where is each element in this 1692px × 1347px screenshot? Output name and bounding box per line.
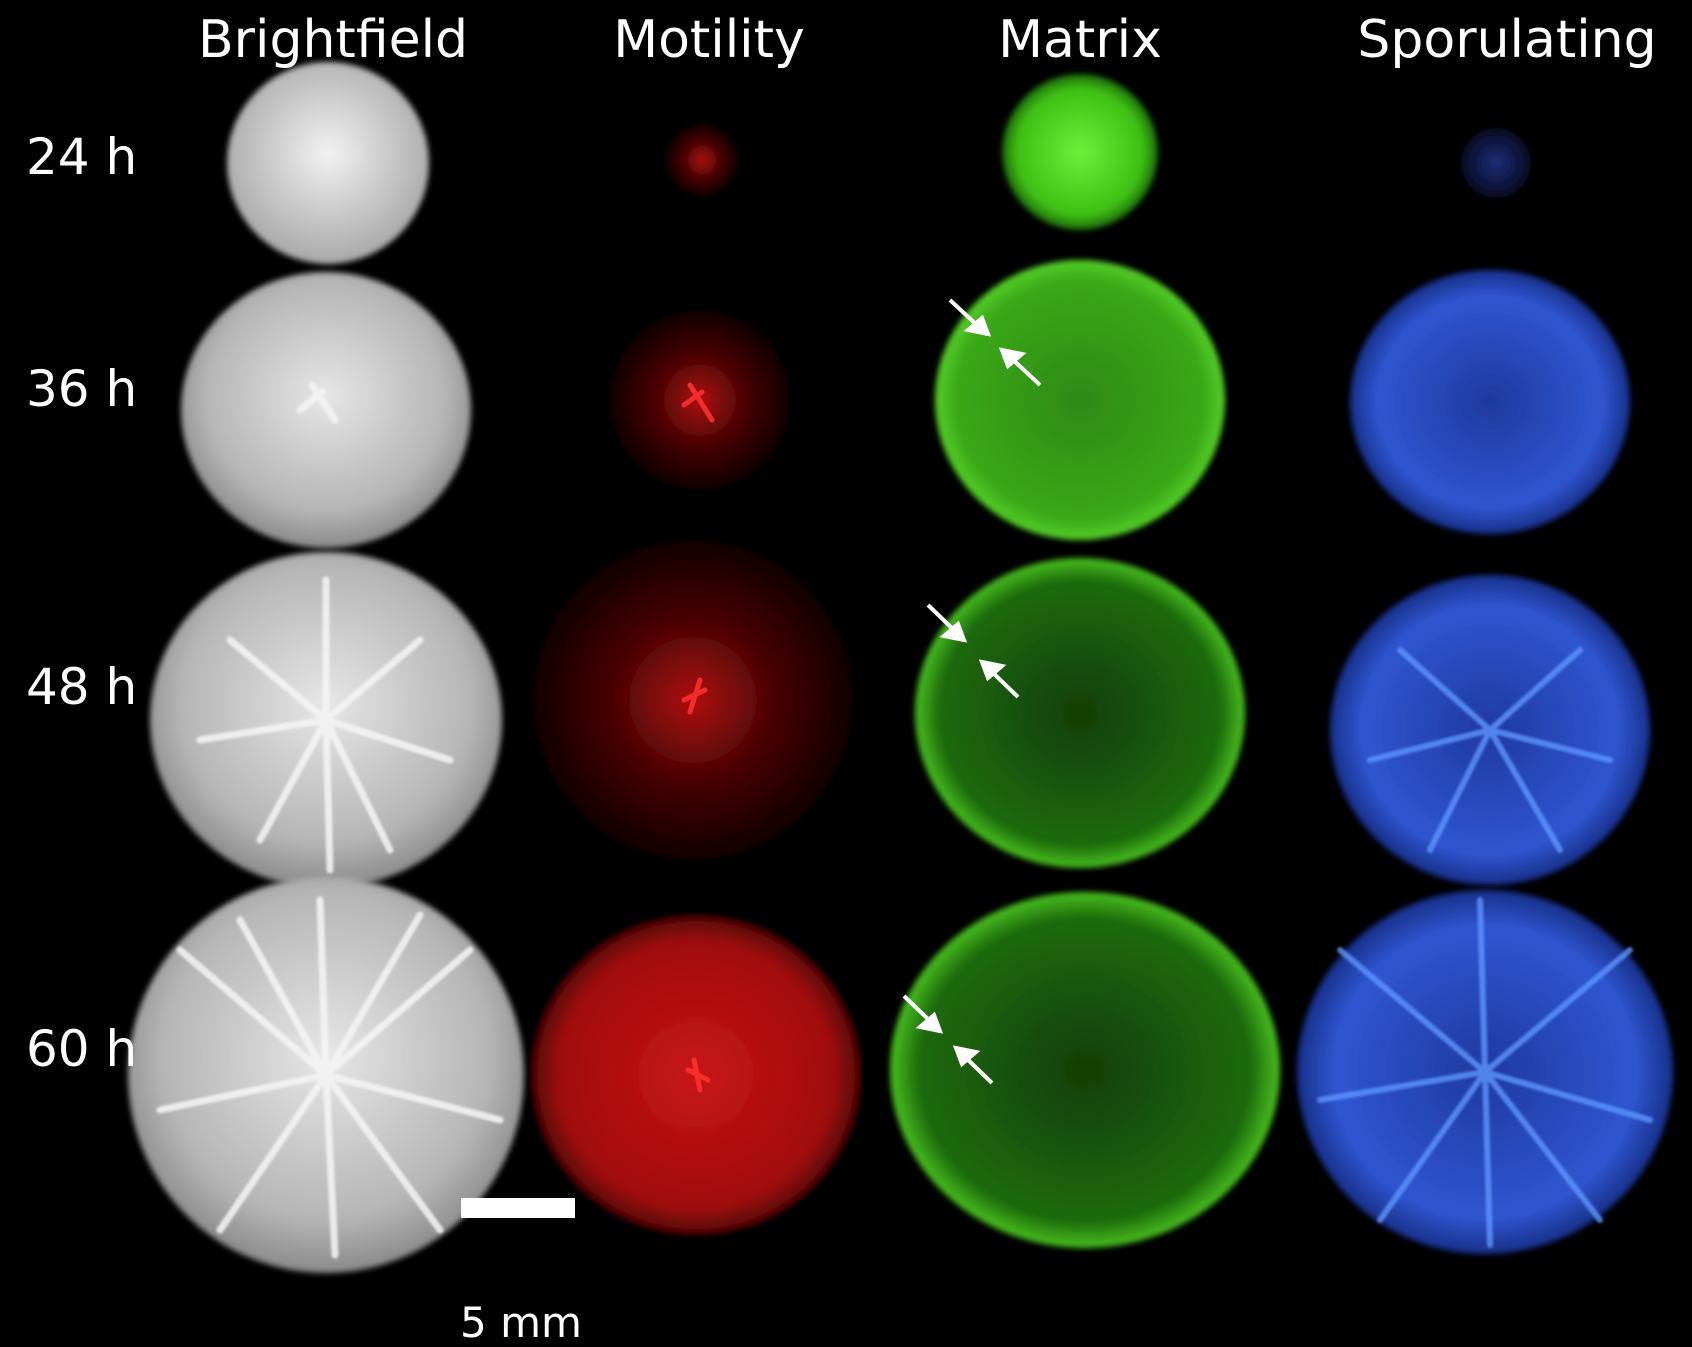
colony-motility-24h	[666, 124, 738, 196]
arrow-icon	[998, 347, 1042, 387]
colony-sporulating-36h	[1350, 270, 1630, 534]
arrow-icon	[948, 298, 992, 337]
column-title-brightfield: Brightfield	[197, 10, 469, 70]
row-label-48h: 48 h	[26, 658, 138, 716]
column-title-motility: Motility	[613, 10, 805, 70]
motility-column	[531, 124, 861, 1235]
matrix-arrow-annotations	[902, 298, 1042, 1085]
scale-bar-label: 5 mm	[460, 1298, 582, 1347]
row-label-60h: 60 h	[26, 1020, 138, 1078]
colony-matrix-60h	[890, 892, 1280, 1248]
column-title-matrix: Matrix	[998, 10, 1162, 70]
brightfield-column	[128, 62, 524, 1273]
colony-sporulating-24h	[1461, 128, 1531, 198]
matrix-column	[890, 74, 1280, 1248]
arrow-icon	[902, 994, 944, 1034]
colony-matrix-24h	[1002, 74, 1158, 230]
scale-bar	[461, 1198, 575, 1218]
colony-matrix-48h	[915, 558, 1245, 868]
row-label-36h: 36 h	[26, 360, 138, 418]
colony-matrix-36h	[935, 260, 1225, 540]
arrow-icon	[926, 603, 968, 643]
sporulating-column	[1297, 128, 1673, 1254]
arrow-icon	[978, 659, 1020, 699]
colony-brightfield-24h	[227, 62, 429, 264]
arrow-icon	[952, 1045, 994, 1085]
row-label-24h: 24 h	[26, 128, 138, 186]
column-title-sporulating: Sporulating	[1357, 10, 1657, 70]
